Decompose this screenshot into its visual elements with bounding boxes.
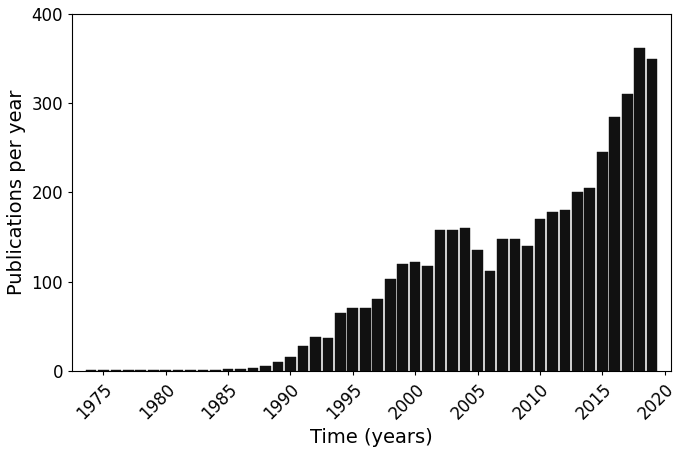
Bar: [597, 152, 608, 371]
Bar: [160, 370, 171, 371]
Bar: [248, 368, 258, 371]
Bar: [497, 239, 508, 371]
Bar: [98, 370, 109, 371]
Bar: [136, 370, 146, 371]
Bar: [235, 369, 246, 371]
Bar: [198, 370, 208, 371]
Bar: [510, 239, 520, 371]
Bar: [435, 230, 445, 371]
Bar: [460, 228, 471, 371]
Bar: [647, 59, 658, 371]
Bar: [186, 370, 196, 371]
Bar: [385, 279, 395, 371]
Bar: [584, 188, 595, 371]
Bar: [610, 117, 620, 371]
Bar: [560, 210, 570, 371]
Bar: [373, 300, 383, 371]
Bar: [173, 370, 184, 371]
Bar: [572, 192, 583, 371]
Bar: [260, 366, 271, 371]
Bar: [397, 264, 408, 371]
Bar: [123, 370, 134, 371]
Bar: [297, 346, 308, 371]
Bar: [447, 230, 458, 371]
Bar: [360, 308, 371, 371]
Bar: [86, 370, 96, 371]
Bar: [522, 246, 533, 371]
Bar: [347, 308, 358, 371]
Y-axis label: Publications per year: Publications per year: [7, 89, 26, 295]
Bar: [273, 362, 284, 371]
Bar: [622, 94, 632, 371]
Bar: [223, 369, 234, 371]
Bar: [410, 262, 421, 371]
Bar: [323, 338, 333, 371]
Bar: [634, 48, 645, 371]
Bar: [310, 337, 321, 371]
Bar: [485, 271, 495, 371]
X-axis label: Time (years): Time (years): [310, 428, 433, 447]
Bar: [110, 370, 121, 371]
Bar: [285, 357, 296, 371]
Bar: [547, 212, 558, 371]
Bar: [534, 219, 545, 371]
Bar: [423, 266, 433, 371]
Bar: [210, 370, 221, 371]
Bar: [148, 370, 158, 371]
Bar: [472, 251, 483, 371]
Bar: [335, 313, 346, 371]
